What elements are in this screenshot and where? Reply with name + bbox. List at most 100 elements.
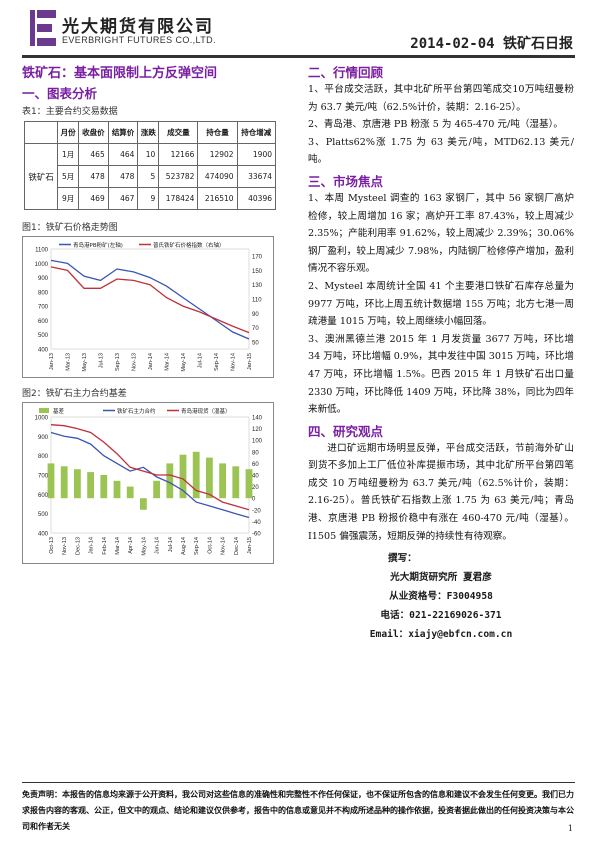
- figure2-caption: 图2：铁矿石主力合约基差: [22, 389, 127, 399]
- legend-label: 青岛港PB粉矿(左轴): [73, 241, 123, 249]
- x-tick-label: Dec-14: [234, 537, 240, 555]
- basis-bar: [73, 469, 81, 499]
- table-cell: 10: [137, 143, 160, 166]
- table-cell: 5: [137, 165, 160, 188]
- table-cell: 1900: [236, 143, 277, 166]
- table-header-cell: 成交量: [158, 121, 199, 144]
- y-right-tick-label: -40: [252, 520, 261, 526]
- basis-chart-svg: 400 500 600 700 800 900 1000 -60 -40 -20 0 20 40 60 80…: [35, 407, 263, 556]
- series-line: [50, 259, 250, 340]
- table-cell: 12902: [197, 143, 238, 166]
- table-header-cell: 持仓增减: [236, 121, 277, 144]
- market-review-item: 1、平台成交活跃，其中北矿所平台第四笔成交10万吨纽曼粉为 63.7 美元/吨（…: [308, 84, 574, 113]
- y-left-tick-label: 700: [38, 305, 49, 311]
- x-tick-label: Jan-14: [89, 537, 95, 554]
- y-right-tick-label: 90: [252, 312, 259, 318]
- y-right-tick-label: 20: [252, 485, 259, 491]
- market-review-item: 2、青岛港、京唐港 PB 粉涨 5 为 465-470 元/吨（湿基）。: [308, 119, 563, 131]
- company-logo-icon: [30, 10, 56, 46]
- x-tick-label: Jan-14: [148, 353, 154, 370]
- right-column: 二、行情回顾 1、平台成交活跃，其中北矿所平台第四笔成交10万吨纽曼粉为 63.…: [308, 58, 574, 644]
- table-cell: 523782: [158, 165, 199, 188]
- header-divider: [22, 55, 575, 58]
- table-cell: 478: [78, 165, 109, 188]
- phone-number: 021-22169026-371: [409, 610, 502, 622]
- email-label: Email：: [369, 629, 409, 641]
- x-tick-label: Mar-14: [165, 353, 171, 371]
- x-tick-label: Oct-14: [207, 537, 213, 554]
- y-right-tick-label: 130: [252, 283, 263, 289]
- x-tick-label: Nov-13: [62, 537, 68, 555]
- y-right-tick-label: 0: [252, 497, 256, 503]
- x-tick-label: Sep-14: [214, 353, 220, 371]
- disclaimer-footer: 免责声明：本报告的信息均来源于公开资料，我公司对这些信息的准确性和完整性不作任何…: [22, 782, 575, 835]
- x-tick-label: Jun-14: [155, 537, 161, 554]
- y-left-tick-label: 600: [38, 493, 49, 499]
- basis-bar: [205, 457, 213, 499]
- page-number: 1: [567, 824, 573, 833]
- author-phone: 电话：021-22169026-371: [308, 606, 574, 625]
- author-cert: 从业资格号：F3004958: [308, 587, 574, 606]
- table-cell: 1月: [57, 143, 80, 166]
- x-tick-label: May-13: [82, 353, 88, 372]
- table-cell: 33674: [236, 165, 277, 188]
- legend-label: 普氏铁矿石价格指数（右轴）: [153, 241, 225, 249]
- legend-label: 青岛港现货（湿基）: [181, 407, 231, 415]
- x-tick-label: Oct-13: [49, 537, 55, 554]
- research-view-text: 进口矿远期市场明显反弹，平台成交活跃，节前海外矿山到货不多加上工厂低位补库提振市…: [308, 442, 574, 542]
- basis-bar: [179, 454, 187, 499]
- y-right-tick-label: 100: [252, 439, 263, 445]
- section-market-review-title: 二、行情回顾: [308, 65, 384, 80]
- market-focus-item: 1、本周 Mysteel 调查的 163 家钢厂，其中 56 家钢厂高炉检修，较…: [308, 192, 574, 275]
- trade-data-table: 月份 收盘价 结算价 涨跌 成交量 持仓量 持仓增减 铁矿石 1月 465 46…: [23, 121, 277, 210]
- x-tick-label: Jan-15: [247, 537, 253, 554]
- market-review-item: 3、Platts62%涨 1.75 为 63 美元/吨，MTD62.13 美元/…: [308, 136, 574, 166]
- y-left-tick-label: 400: [38, 348, 49, 354]
- y-right-tick-label: 110: [252, 298, 262, 304]
- email-address[interactable]: xiajy@ebfcn.com.cn: [408, 629, 513, 641]
- x-tick-label: Mar-13: [66, 353, 72, 371]
- x-tick-label: Sep-14: [194, 537, 200, 555]
- basis-bar: [245, 469, 253, 499]
- table-cell: 9月: [57, 187, 80, 210]
- market-focus-item: 2、Mysteel 本周统计全国 41 个主要港口铁矿石库存总量为 9977 万…: [308, 280, 574, 328]
- section-market-focus-title: 三、市场焦点: [308, 173, 384, 189]
- market-focus-item: 3、澳洲黑德兰港 2015 年 1 月发货量 3677 万吨，环比增 34 万吨…: [308, 333, 574, 416]
- y-left-tick-label: 500: [38, 333, 49, 339]
- table-caption: 表1：主要合约交易数据: [22, 107, 118, 117]
- table-cell: 467: [107, 187, 139, 210]
- basis-bar: [113, 480, 121, 499]
- table-header-cell: 持仓量: [197, 121, 238, 144]
- y-left-tick-label: 500: [38, 512, 49, 518]
- y-left-tick-label: 1100: [35, 248, 49, 254]
- author-email: Email：xiajy@ebfcn.com.cn: [308, 625, 574, 644]
- cert-number: F3004958: [446, 591, 493, 603]
- legend-label: 铁矿石主力合约: [117, 407, 156, 415]
- y-right-tick-label: -20: [252, 508, 261, 514]
- table-cell: 465: [78, 143, 109, 166]
- page-header: 光大期货有限公司 EVERBRIGHT FUTURES CO.,LTD. 201…: [0, 0, 595, 58]
- table-cell: 216510: [197, 187, 238, 210]
- x-tick-label: Dec-13: [75, 537, 81, 555]
- y-left-tick-label: 1000: [35, 416, 49, 422]
- y-right-tick-label: 70: [252, 326, 259, 332]
- basis-bar: [166, 463, 174, 499]
- table-product-cell: 铁矿石: [23, 143, 59, 210]
- table-header-row: 月份 收盘价 结算价 涨跌 成交量 持仓量 持仓增减: [23, 121, 277, 144]
- table-cell: 9: [137, 187, 160, 210]
- table-header-cell: 收盘价: [78, 121, 109, 144]
- phone-label: 电话：: [380, 610, 410, 622]
- y-right-tick-label: 40: [252, 474, 259, 480]
- figure1-caption: 图1：铁矿石价格走势图: [22, 223, 118, 233]
- y-right-tick-label: 140: [252, 416, 263, 422]
- x-tick-label: Nov-13: [132, 353, 138, 371]
- table-cell: 464: [107, 143, 139, 166]
- table-header-cell: 结算价: [107, 121, 139, 144]
- legend-label: 基差: [53, 407, 65, 415]
- x-tick-label: Jan-15: [247, 353, 253, 370]
- table-cell: 469: [78, 187, 109, 210]
- table-header-product: [23, 121, 59, 144]
- author-org: 光大期货研究所 夏君彦: [390, 572, 492, 584]
- basis-bar: [192, 451, 200, 499]
- y-left-tick-label: 800: [38, 454, 49, 460]
